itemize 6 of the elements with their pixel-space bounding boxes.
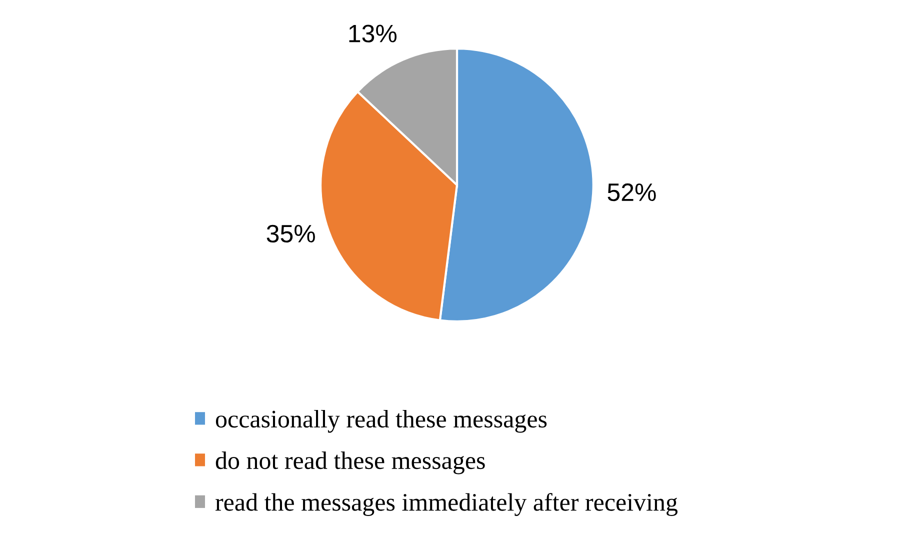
legend-label: occasionally read these messages <box>216 410 547 433</box>
data-label: 35% <box>266 224 315 243</box>
legend-label: do not read these messages <box>216 451 485 474</box>
data-label: 52% <box>608 183 656 202</box>
legend-label: read the messages immediately after receiving <box>216 492 678 516</box>
data-label: 13% <box>349 24 397 42</box>
